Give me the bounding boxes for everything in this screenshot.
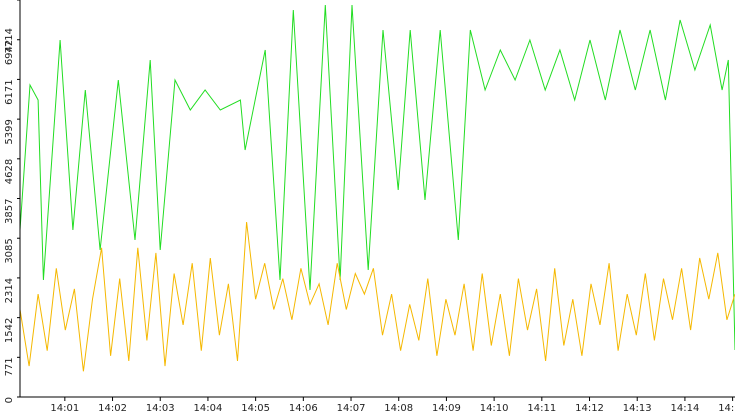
x-tick-label: 14:04 <box>194 403 223 414</box>
x-tick-label: 14:01 <box>50 403 79 414</box>
x-tick-label: 14:12 <box>575 403 604 414</box>
x-tick-label: 14:07 <box>337 403 366 414</box>
y-tick-label: 7714 <box>4 28 15 53</box>
y-tick-label: 6171 <box>4 79 15 104</box>
y-tick-label: 3085 <box>4 238 15 263</box>
x-tick-label: 14:13 <box>623 403 652 414</box>
x-tick-label: 14:08 <box>384 403 413 414</box>
x-tick-label: 14:06 <box>289 403 318 414</box>
x-tick-label: 14:15 <box>718 403 735 414</box>
y-tick-label: 0 <box>4 397 15 403</box>
x-tick-label: 14:03 <box>146 403 175 414</box>
x-tick-label: 14:11 <box>527 403 556 414</box>
x-tick-label: 14:09 <box>432 403 461 414</box>
y-tick-label: 3857 <box>4 199 15 224</box>
y-tick-label: 4628 <box>4 159 15 184</box>
series-line <box>19 4 735 351</box>
series-line <box>19 221 735 372</box>
y-tick-label: 5399 <box>4 119 15 144</box>
y-tick-label: 1542 <box>4 318 15 343</box>
x-tick-label: 14:14 <box>671 403 700 414</box>
y-tick-label: 2314 <box>4 278 15 303</box>
x-tick-label: 14:02 <box>98 403 127 414</box>
x-tick-label: 14:05 <box>241 403 270 414</box>
x-tick-label: 14:10 <box>480 403 509 414</box>
y-tick-label: 6942 <box>4 40 15 65</box>
y-tick-label: 771 <box>4 357 15 376</box>
